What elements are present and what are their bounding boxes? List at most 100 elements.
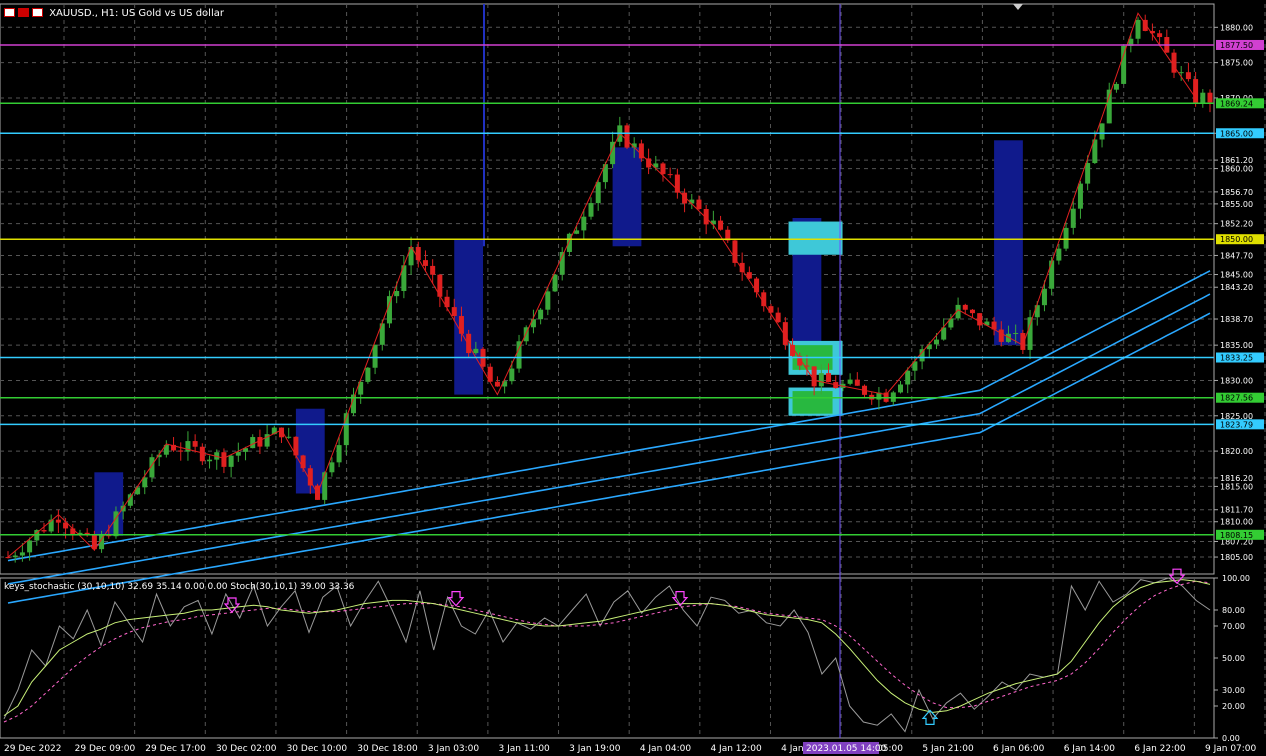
candle-body [509, 368, 515, 382]
candle-body [523, 327, 529, 342]
candle-body [797, 355, 803, 366]
candle-body [545, 291, 551, 310]
candle-body [898, 384, 904, 393]
candle-body [1092, 139, 1098, 164]
price-level-tag [1216, 392, 1264, 403]
price-tick-label: 1820.00 [1220, 447, 1253, 456]
candle-body [437, 274, 443, 297]
price-tick-label: 1807.20 [1220, 538, 1253, 547]
time-tick-label: 29 Dec 17:00 [145, 744, 206, 754]
candle-body [243, 448, 249, 452]
candle-body [552, 274, 558, 292]
candle-body [991, 321, 997, 330]
candle-body [63, 522, 69, 529]
buy-arrow-icon [921, 709, 939, 725]
candle-body [192, 441, 198, 447]
candle-body [811, 366, 817, 387]
candle-body [538, 309, 544, 320]
candle-body [602, 164, 608, 183]
candle-body [1063, 227, 1069, 249]
candle-body [1200, 92, 1206, 104]
candle-body [300, 455, 306, 469]
candle-body [696, 199, 702, 210]
candle-body [530, 319, 536, 328]
candle-body [660, 163, 666, 175]
candle-body [250, 437, 256, 449]
price-level-tag [1216, 234, 1264, 245]
candle-body [933, 339, 939, 345]
candle-body [1178, 72, 1184, 74]
candle-body [559, 251, 565, 275]
price-level-tag [1216, 352, 1264, 363]
price-tick-label: 1861.20 [1220, 156, 1253, 165]
candle-body [926, 344, 932, 350]
candle-body [1157, 33, 1163, 38]
candle-body [142, 477, 148, 488]
moving-average-line [7, 270, 1211, 562]
candle-body [969, 309, 975, 314]
candle-body [1099, 123, 1105, 140]
candle-body [912, 361, 918, 371]
candle-body [710, 220, 716, 225]
candle-body [631, 143, 637, 148]
candle-body [451, 307, 457, 317]
stoch-tick-label: 0.00 [1222, 734, 1240, 743]
price-tick-label: 1855.00 [1220, 200, 1253, 209]
candle-body [516, 341, 522, 369]
candle-body [818, 373, 824, 387]
candle-body [1034, 305, 1040, 318]
candle-body [624, 125, 630, 148]
time-tick-label: 4 Jan 04:00 [640, 744, 692, 754]
candle-body [1171, 52, 1177, 73]
candle-body [739, 262, 745, 273]
candle-body [120, 505, 126, 512]
candle-body [228, 455, 234, 467]
price-tick-label: 1838.70 [1220, 315, 1253, 324]
price-level-tag [1216, 39, 1264, 50]
candle-body [293, 436, 299, 456]
price-level-label: 1850.00 [1220, 235, 1253, 244]
chart-window-icon[interactable] [4, 8, 15, 17]
order-block-zone [994, 140, 1023, 346]
price-level-tag [1216, 419, 1264, 430]
candle-body [12, 555, 18, 558]
candle-body [408, 247, 414, 266]
price-level-label: 1808.15 [1220, 531, 1253, 540]
order-block-zone [454, 239, 484, 395]
candle-body [595, 182, 601, 204]
candle-body [487, 366, 493, 382]
chart-window-icon[interactable] [32, 8, 43, 17]
candle-body [336, 445, 342, 463]
candle-body [444, 296, 450, 308]
price-tick-label: 1830.00 [1220, 376, 1253, 385]
candle-body [5, 557, 11, 559]
candle-body [264, 434, 270, 447]
candle-body [235, 451, 241, 456]
scroll-marker-icon [1013, 4, 1023, 10]
candle-body [48, 519, 54, 532]
price-level-label: 1827.56 [1220, 394, 1253, 403]
time-tick-label: 9 Jan 07:00 [1205, 744, 1257, 754]
candle-body [257, 437, 263, 447]
candle-body [84, 532, 90, 535]
price-level-label: 1877.50 [1220, 41, 1253, 50]
chart-title: XAUUSD., H1: US Gold vs US dollar [4, 8, 224, 19]
candle-body [689, 199, 695, 204]
price-tick-label: 1810.00 [1220, 518, 1253, 527]
time-tick-label: 30 Dec 10:00 [287, 744, 348, 754]
stochastic-indicator-label: keys_stochastic (30,10,10) 32.69 35.14 0… [4, 582, 355, 592]
candle-body [1185, 72, 1191, 80]
candle-body [458, 316, 464, 334]
crosshair-time-label: 2023.01.05 14:00 [806, 744, 887, 754]
candle-body [761, 292, 767, 307]
time-tick-label: 6 Jan 14:00 [1064, 744, 1116, 754]
candle-body [99, 534, 105, 550]
chart-window-icon[interactable] [18, 8, 29, 17]
candle-body [610, 141, 616, 165]
time-tick-label: 30 Dec 02:00 [216, 744, 277, 754]
sell-arrow-icon [223, 597, 241, 613]
candle-body [207, 459, 213, 462]
price-tick-label: 1811.70 [1220, 506, 1253, 515]
price-tick-label: 1835.00 [1220, 341, 1253, 350]
